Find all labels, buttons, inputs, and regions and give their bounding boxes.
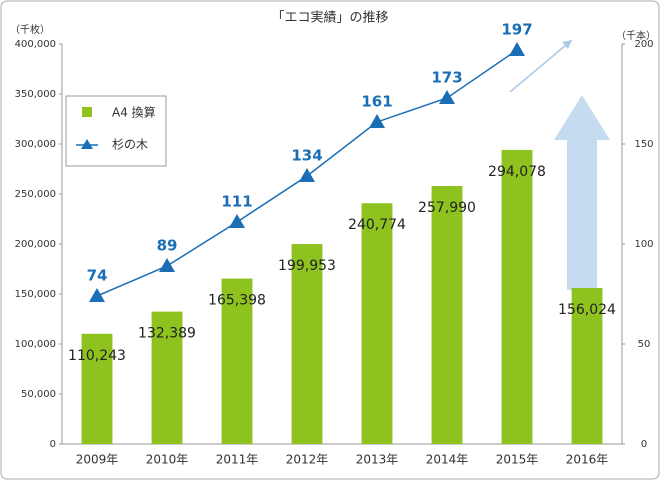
x-tick-label: 2010年 [146,453,189,467]
line-value-label: 161 [361,93,392,111]
bar [501,149,533,444]
line-value-label: 197 [501,21,532,39]
y-tick-label: 50,000 [21,389,56,400]
line-marker [89,288,105,302]
line-value-label: 89 [157,237,178,255]
line-marker [439,90,455,104]
line-marker [369,114,385,128]
y2-tick-label: 150 [634,139,653,150]
legend-marker [81,139,93,149]
y-tick-label: 300,000 [15,139,56,150]
x-tick-label: 2015年 [496,453,539,467]
trend-arrow-head [562,40,572,49]
bar-value-label: 165,398 [208,293,266,309]
bar-value-label: 110,243 [68,348,126,364]
y-tick-label: 150,000 [15,289,56,300]
bar [151,311,183,444]
legend-label: 杉の木 [112,138,148,152]
legend-swatch [82,107,92,117]
legend-label: A4 換算 [112,105,156,120]
bar [431,186,463,444]
line-marker [509,42,525,56]
x-tick-label: 2016年 [566,453,609,467]
bar-value-label: 156,024 [558,302,616,318]
growth-arrow [554,95,610,290]
y-tick-label: 100,000 [15,339,56,350]
x-tick-label: 2014年 [426,453,469,467]
chart-title: 「エコ実績」の推移 [271,10,388,26]
line-value-label: 111 [221,193,252,211]
y-tick-label: 250,000 [15,189,56,200]
bar-value-label: 257,990 [418,200,476,216]
x-tick-label: 2011年 [216,453,259,467]
x-tick-label: 2012年 [286,453,329,467]
bar [361,203,393,444]
bar-value-label: 294,078 [488,164,546,180]
y2-tick-label: 100 [634,239,653,250]
y-tick-label: 400,000 [15,39,56,50]
bar-value-label: 132,389 [138,326,196,342]
y-tick-label: 200,000 [15,239,56,250]
bar-value-label: 240,774 [348,217,406,233]
line-value-label: 134 [291,147,322,165]
line-value-label: 173 [431,69,462,87]
line-value-label: 74 [87,267,108,285]
y-axis-label: （千枚） [10,23,50,36]
trend-arrow [509,39,573,93]
bar [291,244,323,444]
y2-tick-label: 0 [641,439,647,450]
bar [221,278,253,444]
line-marker [229,214,245,228]
bar-value-label: 199,953 [278,258,336,274]
bar [81,333,113,444]
y2-axis-label: （千本） [616,29,656,42]
y-tick-label: 350,000 [15,89,56,100]
x-tick-label: 2013年 [356,453,399,467]
y2-tick-label: 200 [634,39,653,50]
y2-tick-label: 50 [638,339,651,350]
line-marker [159,258,175,272]
y-tick-label: 0 [50,439,56,450]
x-tick-label: 2009年 [76,453,119,467]
line-marker [299,168,315,182]
bar [571,287,603,444]
